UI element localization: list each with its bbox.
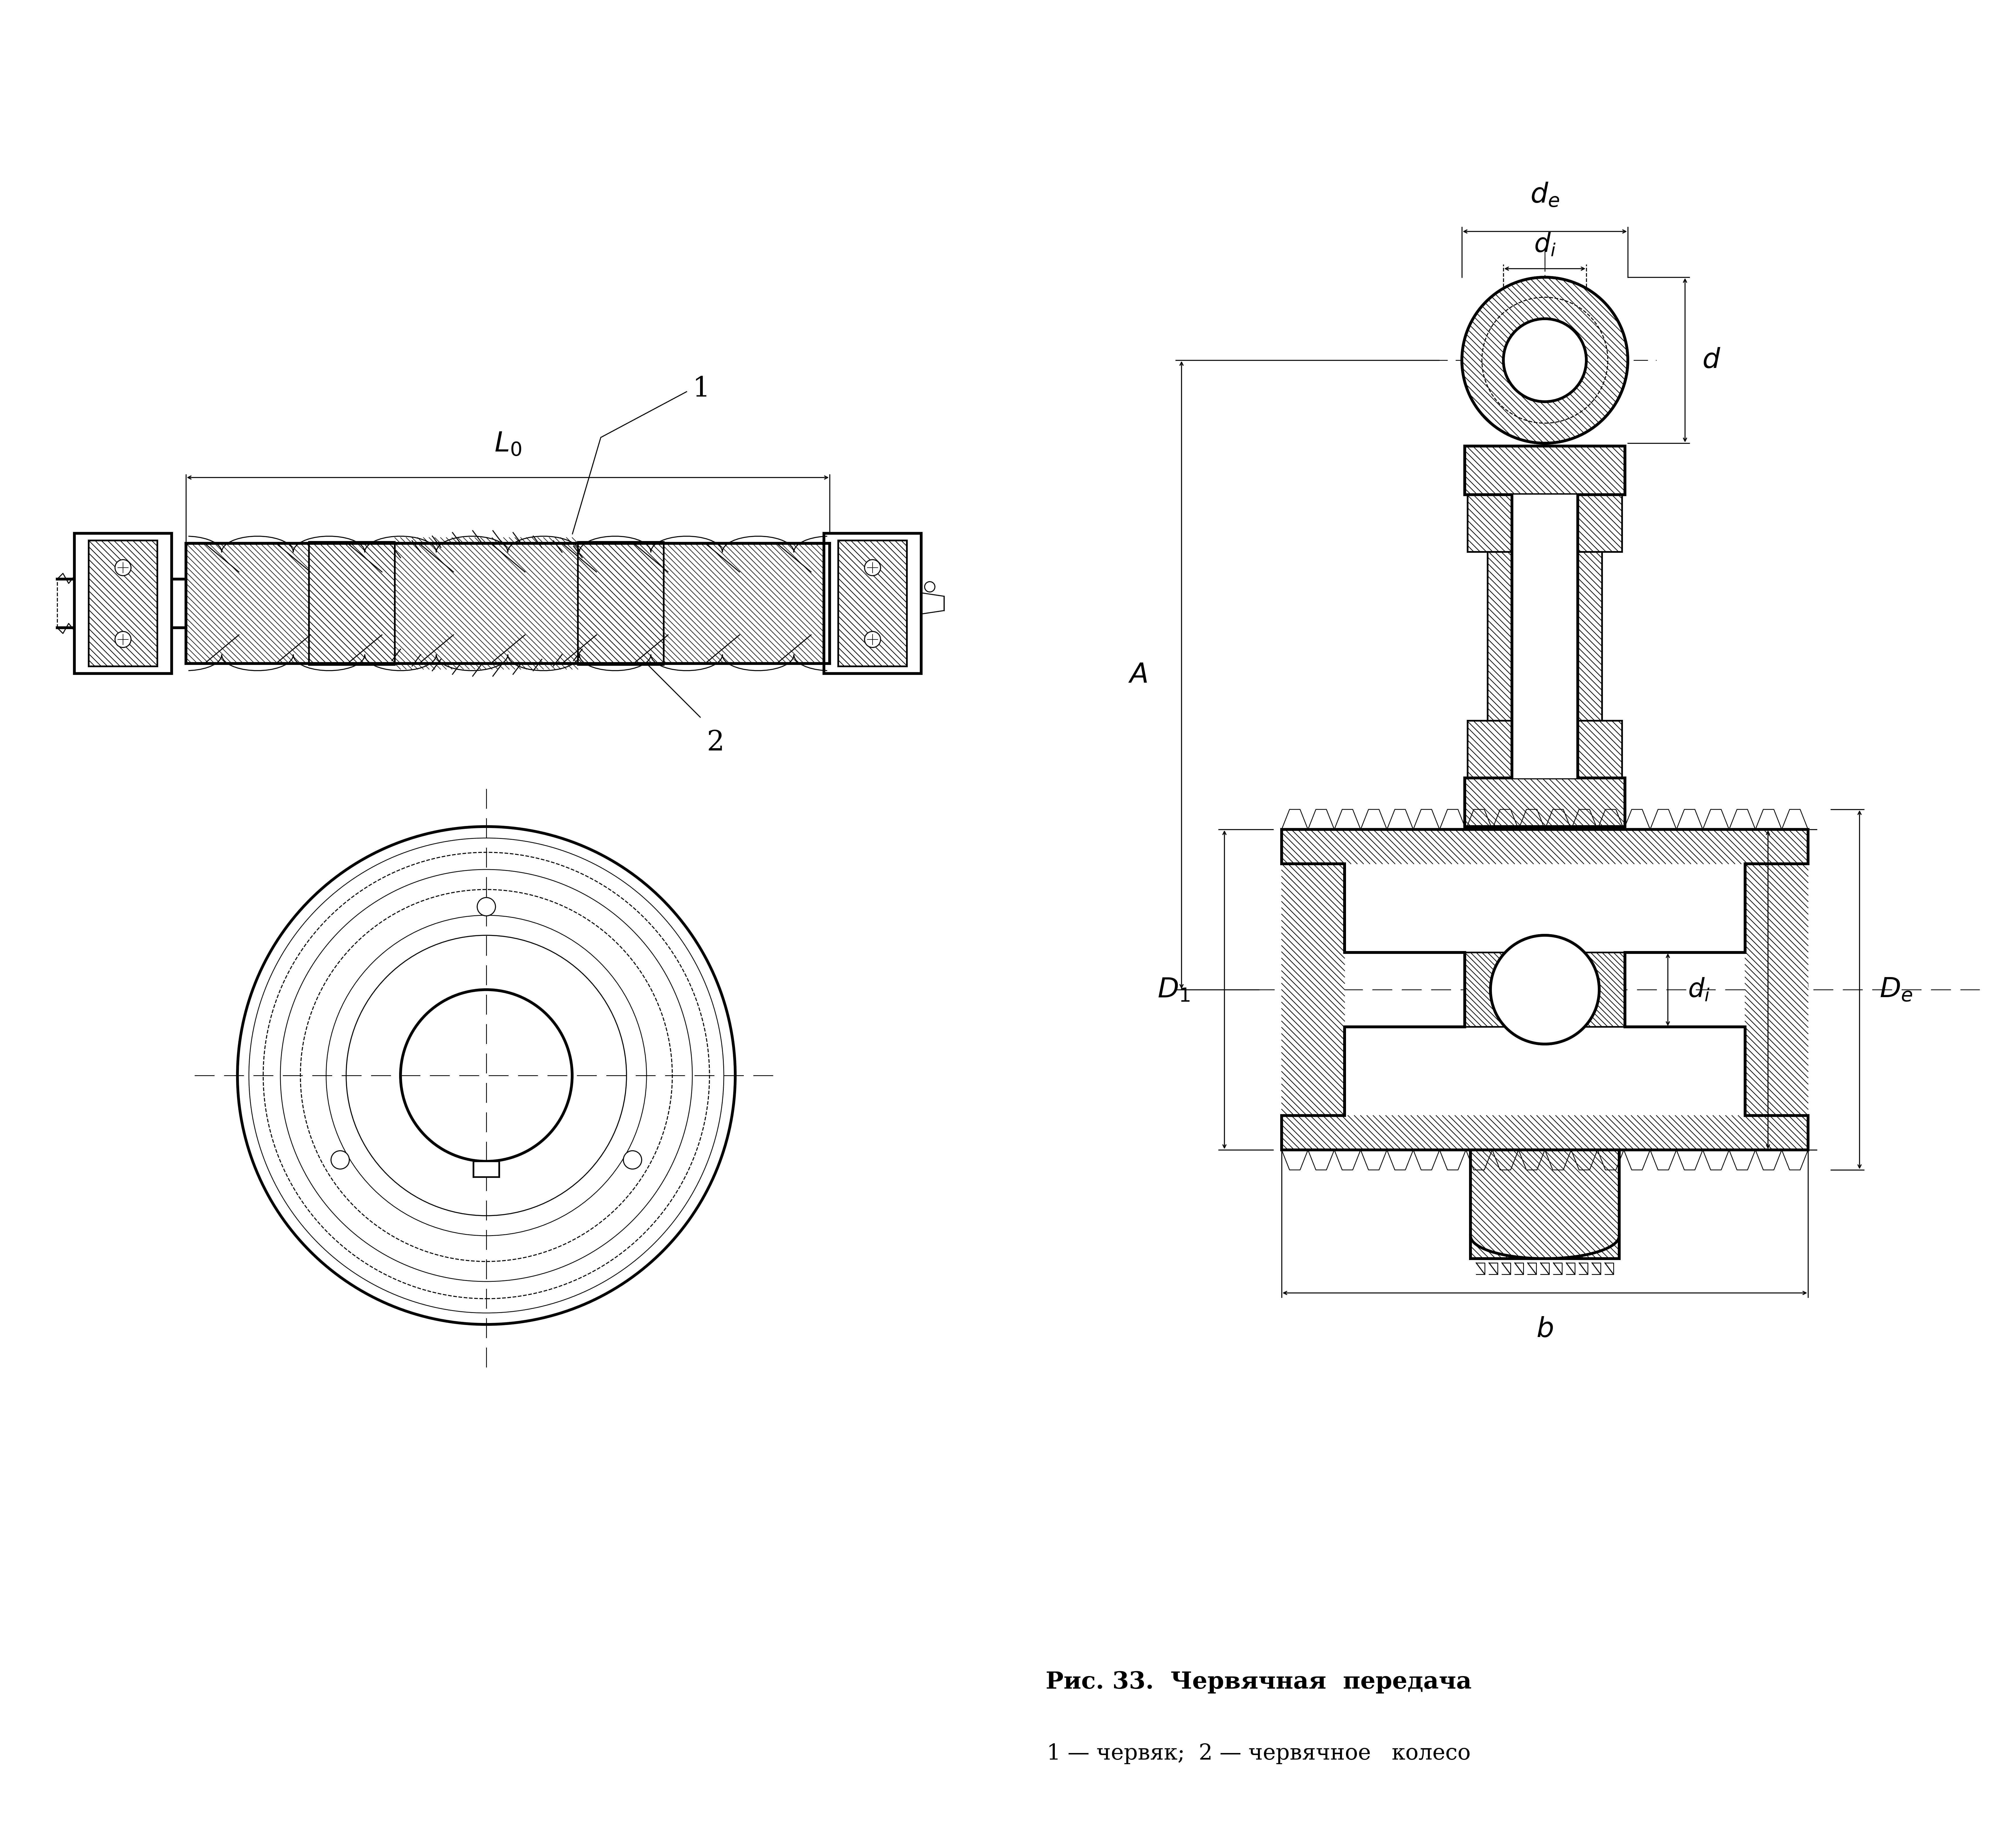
Bar bbox=[838, 540, 906, 667]
Circle shape bbox=[1490, 935, 1600, 1044]
Polygon shape bbox=[1512, 495, 1578, 778]
Bar bbox=[394, 538, 578, 669]
Bar bbox=[1468, 495, 1622, 553]
Polygon shape bbox=[916, 591, 944, 615]
Text: $D_e$: $D_e$ bbox=[1880, 976, 1912, 1003]
Circle shape bbox=[1462, 277, 1628, 444]
Bar bbox=[74, 534, 172, 673]
Bar bbox=[88, 540, 158, 667]
Text: $d_i$: $d_i$ bbox=[1688, 978, 1710, 1002]
Circle shape bbox=[864, 560, 880, 577]
Circle shape bbox=[478, 898, 496, 917]
Circle shape bbox=[924, 582, 934, 591]
Text: $A$: $A$ bbox=[1128, 662, 1148, 689]
Polygon shape bbox=[1464, 778, 1624, 826]
Text: $L_0$: $L_0$ bbox=[494, 431, 522, 458]
Text: $d_e$: $d_e$ bbox=[1530, 181, 1560, 209]
Bar bbox=[308, 541, 394, 665]
Bar bbox=[1470, 1149, 1620, 1258]
Text: $d$: $d$ bbox=[1702, 347, 1720, 373]
Bar bbox=[1470, 1149, 1620, 1258]
Bar bbox=[578, 541, 664, 665]
Circle shape bbox=[1490, 935, 1600, 1044]
Bar bbox=[838, 540, 906, 667]
Text: 1 — червяк;  2 — червячное   колесо: 1 — червяк; 2 — червячное колесо bbox=[1046, 1743, 1470, 1765]
Text: $D_1$: $D_1$ bbox=[1158, 976, 1190, 1003]
Bar bbox=[308, 541, 394, 665]
Polygon shape bbox=[1282, 830, 1808, 1149]
Text: $d_i$: $d_i$ bbox=[1534, 231, 1556, 257]
Polygon shape bbox=[892, 586, 916, 621]
Bar bbox=[1468, 721, 1622, 778]
Bar bbox=[186, 543, 830, 663]
Circle shape bbox=[624, 1151, 642, 1170]
Text: Рис. 33.  Червячная  передача: Рис. 33. Червячная передача bbox=[1046, 1671, 1472, 1693]
Polygon shape bbox=[1282, 863, 1344, 1116]
Bar bbox=[1488, 553, 1602, 721]
Polygon shape bbox=[1282, 830, 1808, 863]
Polygon shape bbox=[1464, 445, 1624, 495]
Text: $b$: $b$ bbox=[1536, 1316, 1554, 1343]
Bar bbox=[1468, 495, 1622, 553]
Bar bbox=[88, 540, 158, 667]
Polygon shape bbox=[1746, 863, 1808, 1116]
Text: 2: 2 bbox=[706, 730, 724, 756]
Bar bbox=[188, 545, 828, 662]
Bar bbox=[1488, 553, 1602, 721]
Circle shape bbox=[1504, 318, 1586, 401]
Polygon shape bbox=[1512, 444, 1578, 828]
Text: $D$: $D$ bbox=[1788, 976, 1808, 1003]
Polygon shape bbox=[872, 578, 892, 628]
Bar bbox=[1468, 721, 1622, 778]
Circle shape bbox=[332, 1151, 350, 1170]
Circle shape bbox=[116, 632, 132, 647]
Polygon shape bbox=[1282, 1116, 1808, 1149]
Bar bbox=[474, 1161, 500, 1177]
Circle shape bbox=[116, 560, 132, 577]
Circle shape bbox=[864, 632, 880, 647]
Bar bbox=[578, 541, 664, 665]
Text: 1: 1 bbox=[692, 375, 710, 403]
Bar bbox=[824, 534, 922, 673]
